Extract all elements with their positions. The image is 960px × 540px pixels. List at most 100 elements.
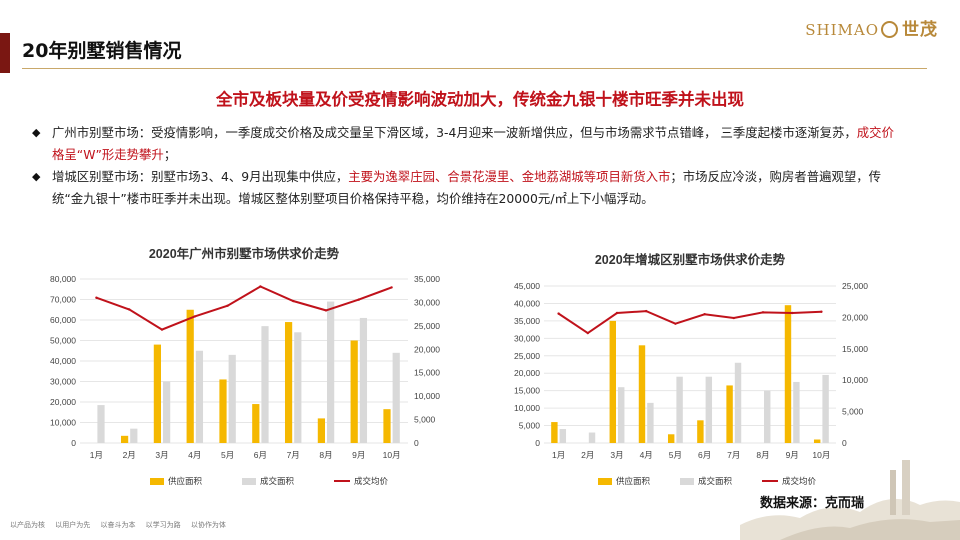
y2-tick-label: 5,000 bbox=[414, 415, 436, 425]
title-accent-bar bbox=[0, 33, 10, 73]
y-tick-label: 15,000 bbox=[514, 386, 540, 396]
legend-deal-label: 成交面积 bbox=[698, 476, 733, 486]
supply-bar bbox=[551, 422, 558, 443]
bullet-highlight: 主要为逸翠庄园、合景花漫里、金地荔湖城等项目新货入市 bbox=[348, 169, 671, 184]
x-tick-label: 4月 bbox=[188, 450, 201, 460]
deal-bar bbox=[130, 428, 138, 443]
y2-tick-label: 15,000 bbox=[842, 344, 868, 354]
supply-bar bbox=[350, 340, 358, 443]
x-tick-label: 9月 bbox=[352, 450, 365, 460]
y-tick-label: 60,000 bbox=[50, 315, 76, 325]
chart-guangzhou: 2020年广州市别墅市场供求价走势 0 10,000 20,000 30,000 40,0… bbox=[50, 246, 440, 486]
y-tick-label: 30,000 bbox=[514, 333, 540, 343]
bullet-list: ◆ 广州市别墅市场：受疫情影响，一季度成交价格及成交量呈下滑区域，3-4月迎来一… bbox=[32, 122, 902, 210]
supply-bar bbox=[120, 435, 129, 443]
bullet-text: 受疫情影响，一季度成交价格及成交量呈下滑区域，3-4月迎来一波新增供应，但与市场… bbox=[151, 125, 857, 140]
bullet-zengcheng: ◆ 增城区别墅市场：别墅市场3、4、9月出现集中供应，主要为逸翠庄园、合景花漫里… bbox=[32, 166, 902, 210]
y-tick-label: 70,000 bbox=[50, 295, 76, 305]
bullet-guangzhou: ◆ 广州市别墅市场：受疫情影响，一季度成交价格及成交量呈下滑区域，3-4月迎来一… bbox=[32, 122, 902, 166]
y-tick-label: 0 bbox=[535, 438, 540, 448]
price-point bbox=[193, 315, 196, 318]
deal-bar bbox=[559, 429, 567, 443]
price-point bbox=[586, 331, 589, 335]
deal-bar bbox=[822, 374, 829, 443]
y-tick-label: 40,000 bbox=[514, 298, 540, 308]
y2-tick-label: 20,000 bbox=[842, 312, 868, 322]
price-point bbox=[128, 308, 131, 311]
bullet-text-end: ；市场反应冷淡，购房者普遍观望，传统“金九银十”楼市旺季并未出现。增城区整体别墅… bbox=[52, 169, 882, 206]
x-tick-label: 6月 bbox=[254, 450, 267, 460]
x-tick-label: 10月 bbox=[812, 450, 830, 460]
y2-tick-label: 25,000 bbox=[842, 281, 868, 291]
y-tick-label: 20,000 bbox=[514, 368, 540, 378]
deal-bar bbox=[261, 326, 269, 443]
y-tick-label: 50,000 bbox=[50, 336, 76, 346]
bullet-text: 别墅市场3、4、9月出现集中供应， bbox=[151, 169, 349, 184]
y-tick-label: 30,000 bbox=[50, 377, 76, 387]
logo-cn: 世茂 bbox=[902, 20, 938, 40]
supply-bar bbox=[186, 309, 194, 443]
y2-tick-label: 10,000 bbox=[414, 391, 440, 401]
deal-bar bbox=[588, 432, 596, 443]
x-tick-label: 10月 bbox=[383, 450, 401, 460]
x-tick-label: 7月 bbox=[727, 450, 740, 460]
x-tick-label: 1月 bbox=[552, 450, 565, 460]
y2-tick-label: 20,000 bbox=[414, 344, 440, 354]
title-divider bbox=[22, 68, 927, 69]
deal-bar bbox=[734, 362, 742, 443]
y-tick-label: 45,000 bbox=[514, 281, 540, 291]
bullet-highlight: 成交价格呈“W”形走势攀升 bbox=[52, 125, 894, 162]
price-point bbox=[703, 313, 706, 316]
y-tick-label: 10,000 bbox=[514, 403, 540, 413]
deal-bar bbox=[163, 381, 171, 443]
deal-bar bbox=[228, 354, 236, 443]
price-point bbox=[732, 316, 735, 320]
supply-bar bbox=[153, 344, 161, 443]
price-line bbox=[96, 285, 392, 331]
chart-title: 2020年广州市别墅市场供求价走势 bbox=[149, 246, 340, 261]
y-tick-label: 40,000 bbox=[50, 356, 76, 366]
data-source: 数据来源：克而瑞 bbox=[760, 496, 865, 511]
deal-bar bbox=[97, 405, 105, 443]
deal-bar bbox=[195, 350, 204, 443]
logo-text: SHIMAO bbox=[805, 21, 879, 39]
y2-tick-label: 15,000 bbox=[414, 368, 440, 378]
deal-bar bbox=[294, 332, 302, 443]
legend-supply-label: 供应面积 bbox=[616, 476, 651, 486]
price-point bbox=[615, 311, 619, 315]
deal-bar bbox=[618, 387, 625, 443]
supply-bar bbox=[726, 385, 733, 443]
x-tick-label: 9月 bbox=[786, 450, 799, 460]
price-point bbox=[226, 304, 229, 307]
price-point bbox=[791, 311, 794, 315]
supply-bar bbox=[813, 439, 821, 443]
chart-title: 2020年增城区别墅市场供求价走势 bbox=[595, 252, 786, 267]
bullet-label: 增城区别墅市场： bbox=[52, 169, 152, 184]
price-line bbox=[558, 310, 822, 335]
y-tick-label: 80,000 bbox=[50, 274, 76, 284]
legend-supply-label: 供应面积 bbox=[168, 476, 203, 486]
legend-supply-swatch bbox=[598, 478, 612, 485]
x-tick-label: 5月 bbox=[669, 450, 682, 460]
x-tick-label: 2月 bbox=[581, 450, 594, 460]
y2-tick-label: 10,000 bbox=[842, 375, 868, 385]
supply-bar bbox=[219, 379, 227, 443]
diamond-bullet-icon: ◆ bbox=[32, 126, 41, 139]
y2-tick-label: 35,000 bbox=[414, 274, 440, 284]
x-tick-label: 2月 bbox=[123, 450, 136, 460]
price-point bbox=[820, 310, 823, 313]
bullet-text-end: ； bbox=[163, 147, 177, 162]
logo-seal-icon bbox=[881, 21, 898, 38]
supply-bar bbox=[697, 420, 704, 443]
price-point bbox=[645, 309, 648, 313]
supply-bar bbox=[252, 404, 260, 443]
bullet-label: 广州市别墅市场： bbox=[52, 125, 152, 140]
supply-bar bbox=[609, 320, 616, 443]
y2-tick-label: 30,000 bbox=[414, 297, 440, 307]
footer-slogan: 以产品为核 以用户为先 以奋斗为本 以学习为路 以协作为体 bbox=[10, 521, 226, 529]
legend-price-label: 成交均价 bbox=[354, 476, 389, 486]
price-point bbox=[557, 312, 560, 315]
headline: 全市及板块量及价受疫情影响波动加大，传统金九银十楼市旺季并未出现 bbox=[216, 90, 744, 109]
price-point bbox=[292, 299, 295, 303]
y-tick-label: 5,000 bbox=[519, 421, 541, 431]
